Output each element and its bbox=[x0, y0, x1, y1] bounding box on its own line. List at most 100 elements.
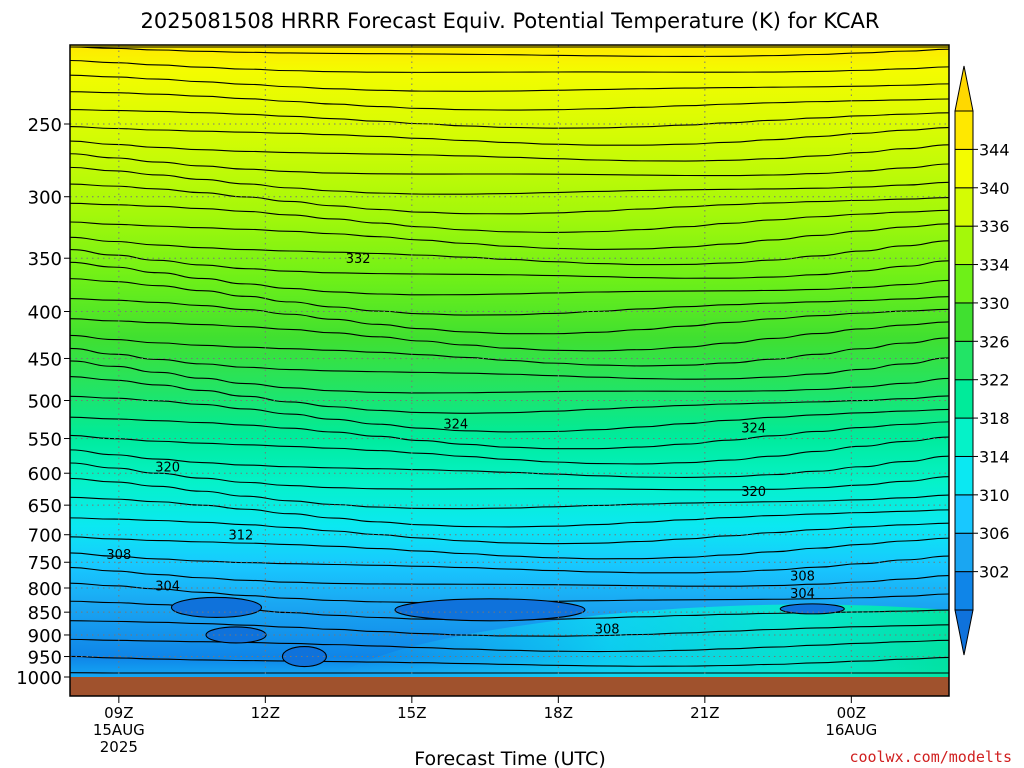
cold-pocket-contour bbox=[170, 596, 263, 618]
contour-line bbox=[70, 318, 949, 352]
x-tick-label-18Z: 18Z bbox=[544, 704, 573, 722]
contour-line bbox=[70, 278, 949, 316]
colorbar-bin bbox=[954, 571, 974, 611]
x-tick-label-15AUG: 15AUG bbox=[93, 721, 145, 739]
x-axis-title: Forecast Time (UTC) bbox=[414, 748, 605, 768]
x-tick-label-16AUG: 16AUG bbox=[825, 721, 877, 739]
colorbar-label-310: 310 bbox=[979, 486, 1010, 505]
colorbar-bin bbox=[954, 417, 974, 457]
contour-label-320: 320 bbox=[155, 461, 180, 476]
y-tick-label-500: 500 bbox=[28, 392, 62, 413]
x-tick-label-00Z: 00Z bbox=[837, 704, 866, 722]
contour-line bbox=[70, 638, 949, 653]
y-tick-label-300: 300 bbox=[28, 188, 62, 209]
colorbar-bin bbox=[954, 264, 974, 304]
grid-lines bbox=[70, 45, 949, 677]
y-tick-label-1000: 1000 bbox=[16, 668, 62, 689]
contour-line bbox=[70, 434, 949, 465]
contour-line bbox=[70, 46, 949, 58]
y-tick-label-850: 850 bbox=[28, 603, 62, 624]
contour-line bbox=[70, 462, 949, 491]
contour-label-312: 312 bbox=[229, 529, 254, 544]
low-level-warm-layer bbox=[330, 604, 949, 677]
cold-pocket-contour bbox=[394, 598, 586, 622]
x-tick-label-15Z: 15Z bbox=[397, 704, 426, 722]
colorbar-bin bbox=[954, 494, 974, 534]
y-tick-label-650: 650 bbox=[28, 496, 62, 517]
contour-line bbox=[70, 566, 949, 587]
contour-line bbox=[70, 477, 949, 510]
x-tick-label-21Z: 21Z bbox=[690, 704, 719, 722]
colorbar: 302 306 310 314 318 322 326 330 334 336 340 344 bbox=[954, 65, 1010, 656]
contour-line bbox=[70, 517, 949, 545]
contour-line bbox=[70, 261, 949, 296]
x-tick-label-2025: 2025 bbox=[100, 738, 138, 756]
y-tick-label-900: 900 bbox=[28, 626, 62, 647]
cold-pocket-contour bbox=[281, 645, 327, 668]
contour-label-308: 308 bbox=[106, 548, 131, 563]
contour-label-324: 324 bbox=[443, 418, 468, 433]
contour-field: 332 324 324 320 320 312 308 308 308 304 304 bbox=[70, 45, 949, 696]
colorbar-max-triangle bbox=[954, 65, 974, 112]
colorbar-label-302: 302 bbox=[979, 563, 1010, 582]
contour-line bbox=[70, 221, 949, 250]
contour-labels: 332 324 324 320 320 312 308 308 308 304 304 bbox=[106, 252, 815, 637]
contour-line bbox=[70, 249, 949, 279]
y-tick-label-250: 250 bbox=[28, 115, 62, 136]
contour-line bbox=[70, 298, 949, 335]
colorbar-label-336: 336 bbox=[979, 217, 1010, 236]
colorbar-bin bbox=[954, 302, 974, 342]
y-tick-label-750: 750 bbox=[28, 553, 62, 574]
contour-line bbox=[70, 416, 949, 450]
colorbar-label-340: 340 bbox=[979, 179, 1010, 198]
contour-line bbox=[70, 496, 949, 528]
y-tick-label-400: 400 bbox=[28, 302, 62, 323]
contour-label-304: 304 bbox=[155, 579, 180, 594]
contour-line bbox=[70, 536, 949, 560]
cold-pocket-contour bbox=[779, 603, 845, 615]
y-tick-label-800: 800 bbox=[28, 579, 62, 600]
chart-title: 2025081508 HRRR Forecast Equiv. Potentia… bbox=[141, 9, 880, 33]
colorbar-label-322: 322 bbox=[979, 371, 1010, 390]
y-axis: 2503003504004505005506006507007508008509… bbox=[16, 115, 70, 689]
contour-line bbox=[70, 108, 949, 129]
contour-label-304: 304 bbox=[790, 587, 815, 602]
contour-line bbox=[70, 125, 949, 146]
colorbar-bin bbox=[954, 532, 974, 573]
contour-lines bbox=[70, 46, 949, 674]
contour-label-308: 308 bbox=[790, 569, 815, 584]
contour-line bbox=[70, 376, 949, 414]
contour-line bbox=[70, 91, 949, 111]
contour-line bbox=[70, 655, 949, 667]
contour-label-324: 324 bbox=[741, 421, 766, 436]
contour-line bbox=[70, 360, 949, 394]
plot-frame bbox=[69, 44, 950, 697]
x-tick-label-09Z: 09Z bbox=[104, 704, 133, 722]
contour-line bbox=[70, 140, 949, 162]
y-tick-label-450: 450 bbox=[28, 349, 62, 370]
y-tick-label-350: 350 bbox=[28, 249, 62, 270]
y-tick-label-550: 550 bbox=[28, 430, 62, 451]
colorbar-min-triangle bbox=[954, 609, 974, 656]
colorbar-bin bbox=[954, 225, 974, 266]
colorbar-bin bbox=[954, 148, 974, 189]
x-tick-label-12Z: 12Z bbox=[251, 704, 280, 722]
contour-label-320: 320 bbox=[741, 485, 766, 500]
surface-terrain bbox=[70, 677, 949, 696]
contour-line bbox=[70, 449, 949, 479]
contour-line bbox=[70, 153, 949, 177]
colorbar-label-344: 344 bbox=[979, 140, 1010, 159]
contour-line bbox=[70, 183, 949, 215]
colorbar-bin bbox=[954, 110, 974, 150]
colorbar-label-330: 330 bbox=[979, 294, 1010, 313]
colorbar-label-334: 334 bbox=[979, 256, 1010, 275]
contour-line bbox=[70, 552, 949, 574]
colorbar-bin bbox=[954, 379, 974, 419]
colorbar-label-314: 314 bbox=[979, 447, 1010, 466]
contour-label-332: 332 bbox=[346, 252, 371, 267]
contour-line bbox=[70, 395, 949, 433]
contour-line bbox=[70, 202, 949, 233]
y-tick-label-700: 700 bbox=[28, 526, 62, 547]
